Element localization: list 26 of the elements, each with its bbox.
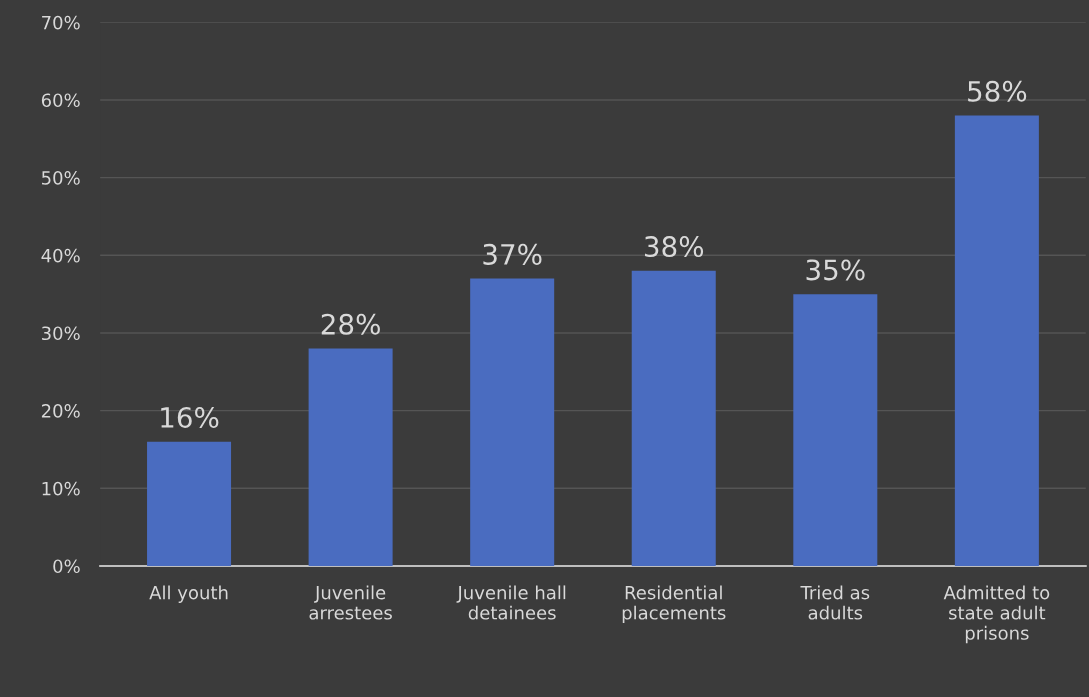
bar: [308, 348, 393, 566]
y-tick-label: 60%: [41, 93, 80, 108]
data-label: 16%: [161, 406, 219, 428]
data-label: 28%: [321, 313, 380, 335]
data-label: 35%: [806, 259, 865, 281]
data-label: 38%: [644, 236, 704, 258]
y-tick-label: 10%: [42, 481, 80, 496]
x-tick-label: All youth: [149, 585, 228, 603]
y-tick-label: 20%: [41, 404, 80, 418]
y-tick-label: 30%: [41, 326, 80, 341]
y-tick-label: 70%: [42, 15, 80, 30]
y-tick-label: 50%: [42, 171, 80, 185]
x-tick-label: Admitted to state adult prisons: [943, 585, 1050, 644]
bar: [793, 294, 878, 566]
x-tick-label: Juvenile arrestees: [309, 585, 392, 620]
x-tick-label: Residential placements: [622, 585, 726, 624]
y-tick-label: 0%: [53, 559, 80, 574]
x-tick-label: Tried as adults: [800, 585, 870, 620]
data-label: 37%: [483, 243, 542, 265]
bar: [147, 441, 232, 566]
x-tick-label: Juvenile hall detainees: [456, 585, 566, 620]
y-tick-label: 40%: [41, 248, 80, 263]
bar: [631, 270, 716, 566]
data-label: 58%: [968, 80, 1027, 102]
bar: [954, 115, 1039, 566]
bar: [470, 278, 555, 566]
